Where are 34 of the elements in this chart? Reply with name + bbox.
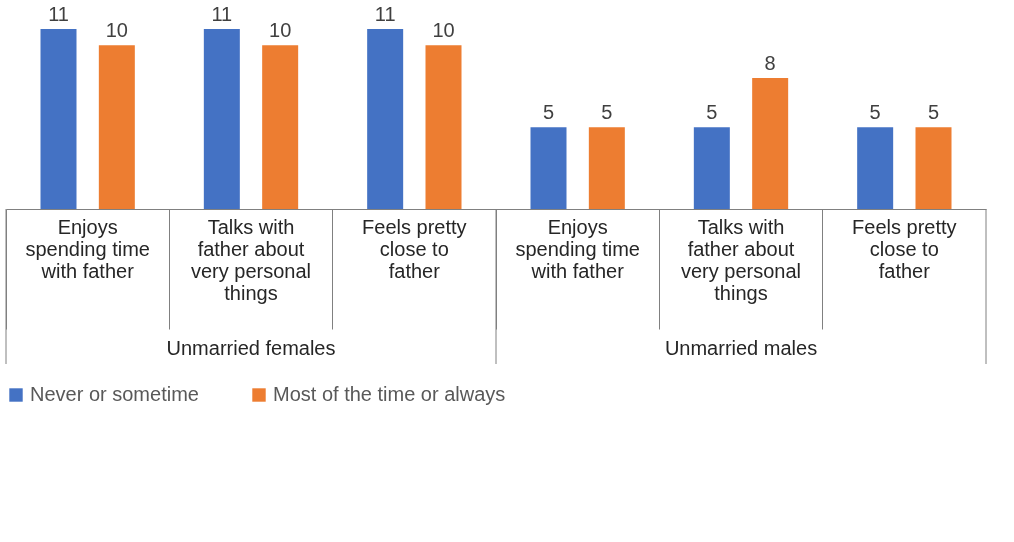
data-label: 11 xyxy=(211,3,233,25)
legend-label: Most of the time or always xyxy=(273,383,506,405)
x-tick-label: Enjoys spending time with father xyxy=(25,215,150,282)
data-label: 10 xyxy=(105,19,128,42)
bar xyxy=(752,78,789,209)
x-tick-label: Feels pretty close to father xyxy=(852,215,957,282)
data-label: 5 xyxy=(542,101,555,124)
data-label: 5 xyxy=(927,101,940,124)
x-tick-label: Talks with father about very personal things xyxy=(190,215,312,304)
bar xyxy=(915,127,952,209)
data-label: 5 xyxy=(706,101,718,124)
bar xyxy=(98,45,135,209)
data-label: 11 xyxy=(48,3,69,25)
data-label: 11 xyxy=(374,3,396,25)
bar xyxy=(262,45,299,209)
bar xyxy=(857,127,894,209)
x-tick-label: Feels pretty close to father xyxy=(362,215,467,282)
data-label: 10 xyxy=(432,19,455,42)
data-label: 8 xyxy=(764,52,776,75)
legend-label: Never or sometime xyxy=(30,383,199,405)
bar xyxy=(530,127,567,209)
bar xyxy=(367,29,404,209)
bar xyxy=(203,29,240,209)
data-label: 5 xyxy=(869,101,881,124)
bar xyxy=(588,127,625,209)
text: Unmarried males xyxy=(664,337,818,359)
text: Unmarried females xyxy=(166,337,336,359)
bar xyxy=(425,45,462,209)
bar xyxy=(693,127,730,209)
bar xyxy=(40,29,77,209)
data-label: 10 xyxy=(269,19,292,42)
x-tick-label: Enjoys spending time with father xyxy=(515,215,640,282)
x-tick-label: Talks with father about very personal things xyxy=(680,215,802,304)
data-label: 5 xyxy=(601,101,613,124)
